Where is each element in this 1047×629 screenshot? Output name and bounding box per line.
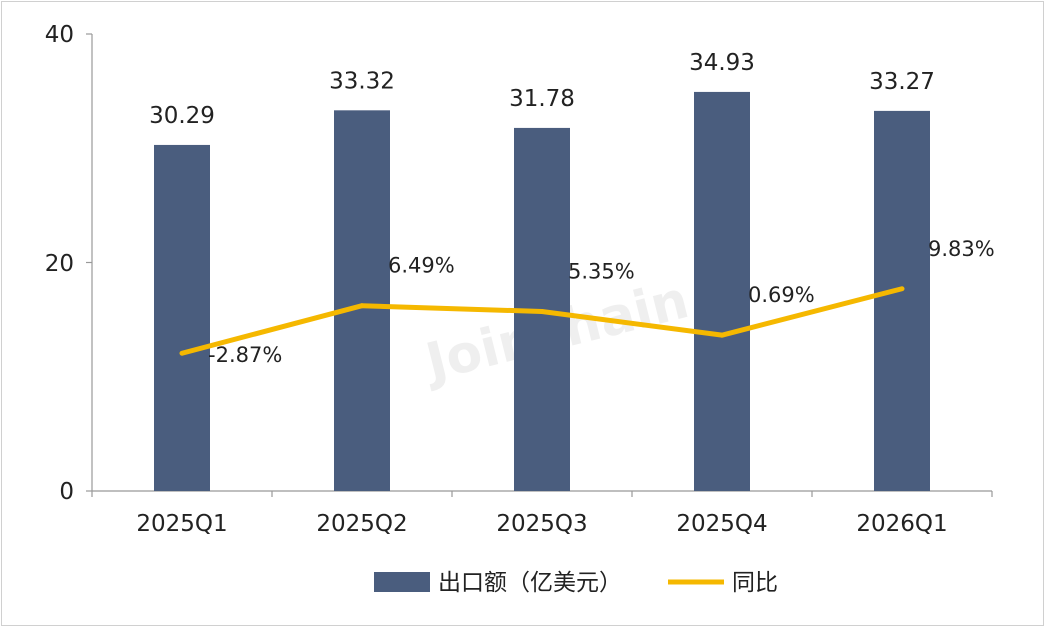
bar-value-label: 33.27 [869, 69, 935, 95]
line-value-label: 0.69% [748, 283, 815, 307]
bar-value-label: 30.29 [149, 103, 215, 129]
x-tick-label: 2026Q1 [856, 511, 947, 537]
bar [334, 110, 390, 491]
line-layer [179, 286, 905, 356]
line-value-label: 6.49% [388, 254, 455, 278]
x-tick-label: 2025Q2 [316, 511, 407, 537]
x-tick-label: 2025Q4 [676, 511, 767, 537]
y-tick-label: 20 [45, 251, 74, 277]
y-tick-label: 40 [45, 22, 74, 48]
y-tick-label: 0 [59, 479, 74, 505]
bar-value-label: 31.78 [509, 86, 575, 112]
x-tick-label: 2025Q3 [496, 511, 587, 537]
legend-bar-label: 出口额（亿美元） [438, 570, 622, 596]
line-segment [179, 303, 365, 356]
bar-labels: 30.29 33.32 31.78 34.93 33.27 [149, 50, 935, 129]
y-ticks: 40 20 0 [45, 22, 92, 505]
legend: 出口额（亿美元） 同比 [374, 570, 778, 596]
bar [154, 144, 210, 491]
line-segment [359, 303, 545, 315]
bar-value-label: 33.32 [329, 68, 395, 94]
bar [874, 110, 930, 491]
bar-value-label: 34.93 [689, 50, 755, 76]
line-segment [719, 286, 905, 338]
line-segment [539, 309, 725, 338]
line-value-label: -2.87% [208, 343, 282, 367]
line-value-label: 5.35% [568, 260, 635, 284]
line-labels: -2.87% 6.49% 5.35% 0.69% 9.83% [208, 237, 995, 367]
x-tick-label: 2025Q1 [136, 511, 227, 537]
legend-line-label: 同比 [732, 570, 778, 596]
line-value-label: 9.83% [928, 237, 995, 261]
legend-bar-swatch [374, 572, 430, 592]
x-ticks: 2025Q1 2025Q2 2025Q3 2025Q4 2026Q1 [91, 491, 993, 537]
bar [694, 91, 750, 492]
